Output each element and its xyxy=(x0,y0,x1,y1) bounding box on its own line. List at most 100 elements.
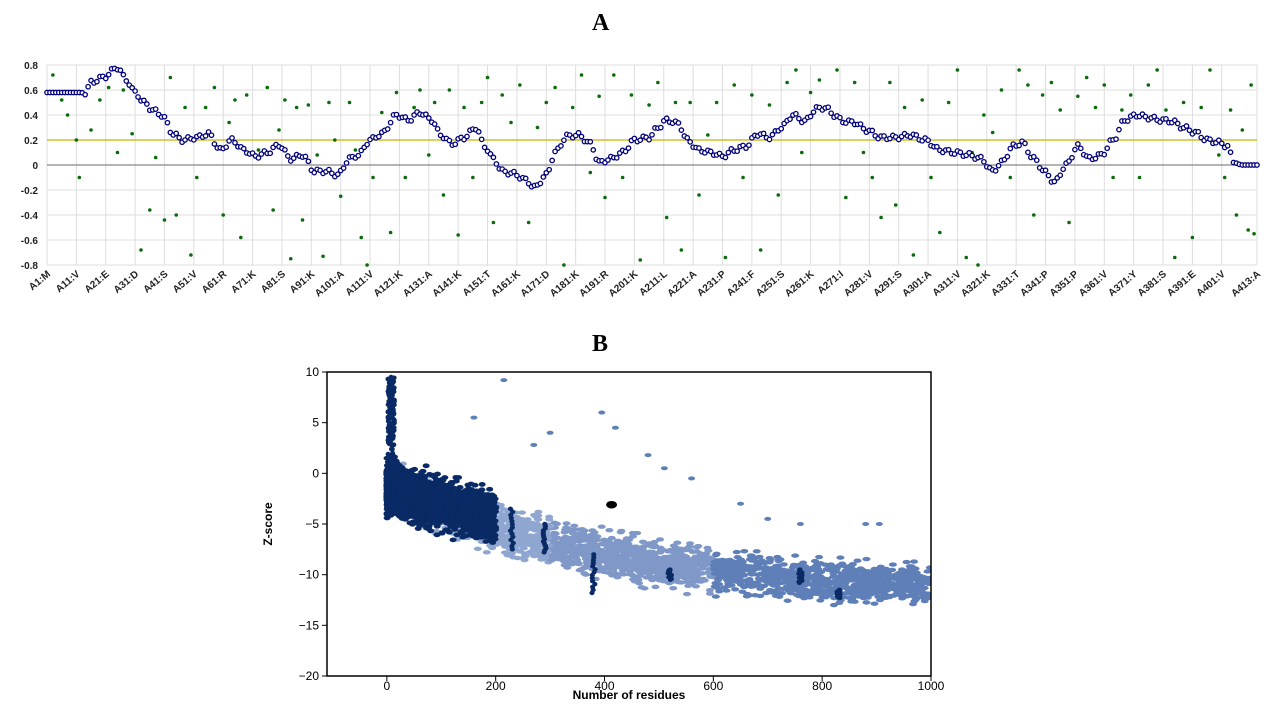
reference-point xyxy=(911,597,920,602)
raw-value-dot xyxy=(835,68,839,72)
profile-point xyxy=(240,145,247,152)
raw-value-dot xyxy=(189,253,193,257)
reference-point xyxy=(843,590,852,596)
profile-point xyxy=(978,153,984,160)
profile-point xyxy=(1022,140,1028,147)
profile-point xyxy=(202,133,209,139)
raw-value-dot xyxy=(741,175,745,180)
reference-point xyxy=(631,567,640,572)
reference-point xyxy=(715,589,724,594)
reference-point xyxy=(665,580,674,586)
raw-value-dot xyxy=(441,193,446,197)
raw-value-dot xyxy=(162,218,167,222)
y-tick-label: -0.8 xyxy=(21,261,39,272)
raw-value-dot xyxy=(203,105,208,110)
raw-value-dot xyxy=(911,253,916,257)
profile-point xyxy=(173,130,180,137)
raw-value-dot xyxy=(844,195,848,200)
reference-point xyxy=(774,558,783,564)
reference-point xyxy=(859,587,868,593)
reference-point xyxy=(730,570,739,575)
raw-value-dot xyxy=(938,230,942,235)
raw-value-dot xyxy=(861,150,866,155)
raw-value-dot xyxy=(183,105,187,110)
reference-point xyxy=(698,566,707,571)
raw-value-dot xyxy=(359,235,364,240)
raw-value-dot xyxy=(976,263,980,267)
raw-value-dot xyxy=(990,130,995,135)
reference-point xyxy=(878,590,887,595)
profile-point xyxy=(734,148,741,155)
raw-value-dot xyxy=(902,105,907,110)
profile-point xyxy=(334,171,341,178)
reference-point xyxy=(838,561,847,566)
reference-point xyxy=(923,569,931,574)
reference-point xyxy=(870,584,879,589)
raw-value-dot xyxy=(1155,68,1159,72)
reference-point xyxy=(732,549,741,555)
profile-point xyxy=(1195,128,1202,135)
profile-point xyxy=(1074,141,1081,147)
reference-point xyxy=(658,547,667,553)
reference-point xyxy=(655,575,664,580)
raw-value-dot xyxy=(579,73,584,77)
raw-value-dot xyxy=(139,248,143,252)
reference-point xyxy=(525,539,534,544)
reference-point xyxy=(498,541,507,546)
profile-point xyxy=(1016,142,1022,149)
profile-point xyxy=(1007,145,1014,152)
profile-point xyxy=(431,121,438,127)
raw-value-dot xyxy=(1146,83,1151,87)
raw-value-dot xyxy=(353,148,358,152)
profile-point xyxy=(267,150,274,157)
profile-point xyxy=(282,146,288,153)
profile-point xyxy=(546,166,553,173)
reference-point xyxy=(516,549,525,554)
y-tick-label: -0.2 xyxy=(21,186,39,197)
profile-point xyxy=(1092,155,1099,162)
reference-point xyxy=(680,575,689,581)
reference-point xyxy=(684,583,693,588)
raw-value-dot xyxy=(271,208,275,212)
profile-point xyxy=(1051,178,1058,185)
reference-point xyxy=(607,535,616,541)
raw-value-dot xyxy=(306,103,311,107)
reference-point xyxy=(779,562,788,567)
profile-point xyxy=(837,114,843,121)
raw-value-dot xyxy=(588,170,593,175)
reference-point xyxy=(910,559,919,564)
reference-point xyxy=(467,481,475,487)
raw-value-dot xyxy=(194,175,199,180)
reference-point xyxy=(755,554,764,560)
reference-point xyxy=(619,572,628,577)
raw-value-dot xyxy=(1137,175,1142,180)
raw-value-dot xyxy=(597,94,601,99)
profile-point xyxy=(540,174,547,180)
reference-point xyxy=(605,548,614,553)
raw-value-dot xyxy=(347,100,352,105)
profile-point xyxy=(135,94,141,100)
reference-point xyxy=(509,555,518,560)
reference-point xyxy=(645,571,654,577)
profile-point xyxy=(425,115,432,121)
reference-point xyxy=(580,528,589,533)
raw-value-dot xyxy=(982,113,986,117)
reference-point xyxy=(597,524,606,529)
raw-value-dot xyxy=(1049,80,1054,85)
raw-value-dot xyxy=(817,78,822,82)
profile-point xyxy=(94,78,100,85)
profile-point xyxy=(707,148,714,155)
profile-point xyxy=(537,180,544,187)
reference-point xyxy=(809,574,818,580)
raw-value-dot xyxy=(51,73,55,77)
raw-value-dot xyxy=(1208,68,1212,72)
profile-point xyxy=(302,153,309,160)
reference-point xyxy=(752,565,761,570)
reference-point xyxy=(573,538,582,544)
profile-point xyxy=(408,118,415,124)
reference-point xyxy=(560,556,569,562)
reference-point xyxy=(715,567,724,572)
raw-value-dot xyxy=(946,100,951,105)
reference-point xyxy=(422,463,430,469)
reference-point xyxy=(482,550,491,555)
